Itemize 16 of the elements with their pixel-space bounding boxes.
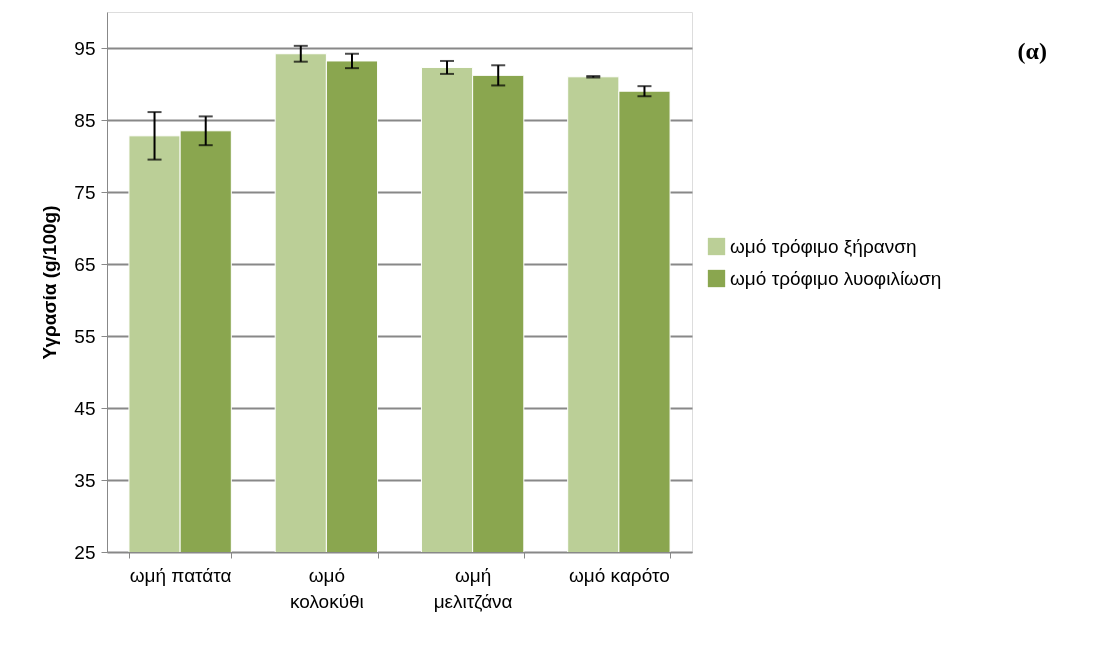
y-tick-label: 35 [74, 469, 96, 491]
y-axis-title: Υγρασία (g/100g) [39, 205, 61, 360]
x-tick-label: ωμή μελιτζάνα [433, 564, 513, 612]
x-tick-label: ωμή πατάτα [129, 564, 232, 586]
x-tick-label: ωμό κολοκύθι [289, 564, 364, 612]
legend-label: ωμό τρόφιμο λυοφιλίωση [730, 267, 942, 289]
y-tick-label: 55 [74, 325, 96, 347]
y-tick-label: 65 [74, 253, 96, 275]
y-tick-label: 25 [74, 541, 96, 563]
legend-label: ωμό τρόφιμο ξήρανση [730, 235, 917, 257]
text: (α) [1017, 38, 1047, 64]
y-tick-label: 95 [74, 37, 96, 59]
y-tick-label: 85 [74, 109, 96, 131]
x-tick-label: ωμό καρότο [568, 564, 670, 586]
y-tick-label: 45 [74, 397, 96, 419]
y-tick-label: 75 [74, 181, 96, 203]
